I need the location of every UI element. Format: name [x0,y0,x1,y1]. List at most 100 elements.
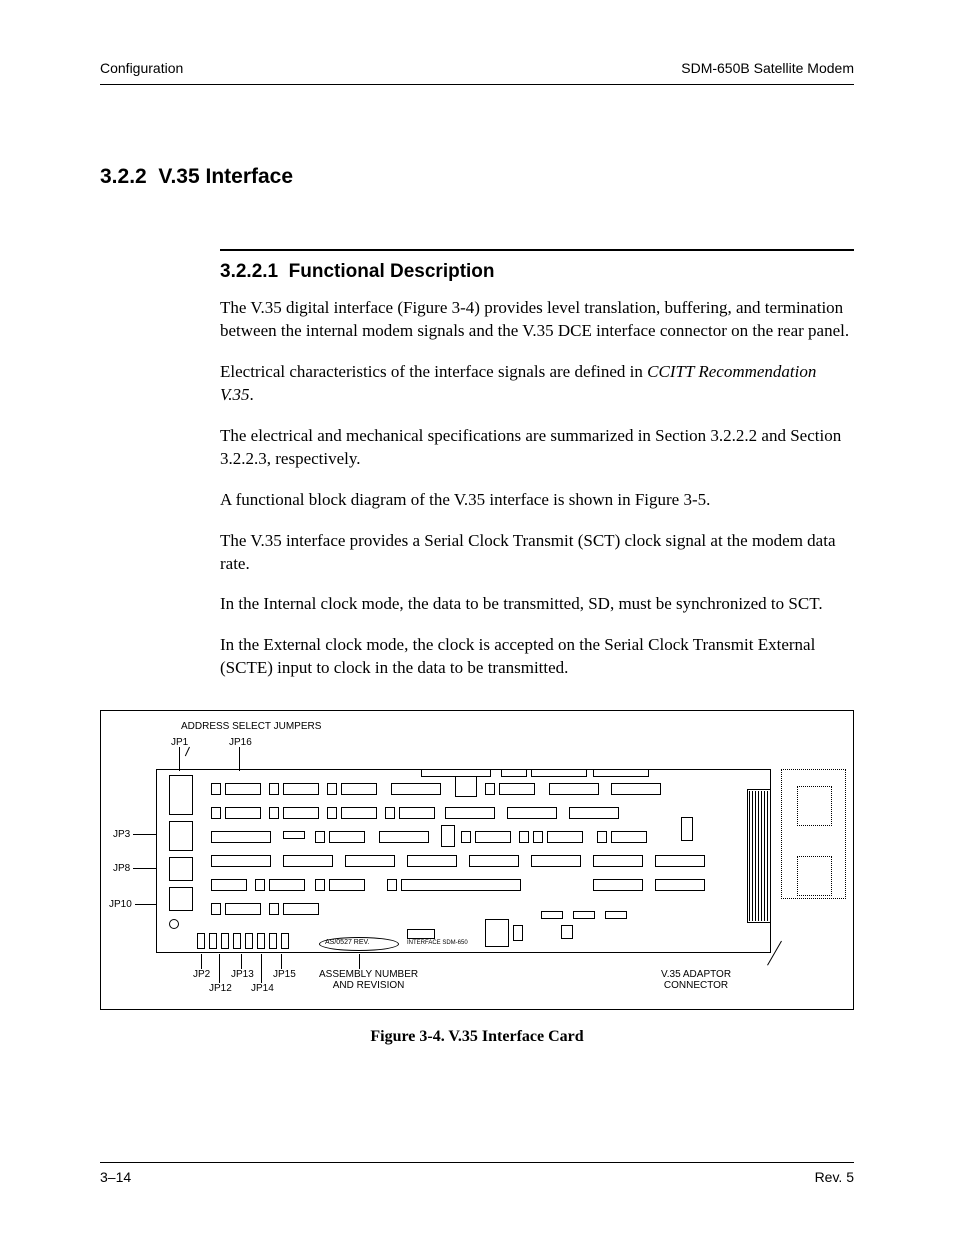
ic [407,929,435,939]
label-jp15: JP15 [273,969,296,980]
label-jp2: JP2 [193,969,210,980]
leader-jp2 [201,954,202,969]
ic [485,919,509,947]
ic [283,783,319,795]
footer-right: Rev. 5 [815,1169,854,1185]
p2-post: . [249,385,253,404]
ic [597,831,607,843]
subsection-title: Functional Description [289,261,495,282]
ic [611,831,647,843]
ic [593,879,643,891]
paragraph-6: In the Internal clock mode, the data to … [220,593,854,616]
ic [469,855,519,867]
ic [501,769,527,777]
ic [211,831,271,843]
ic [399,807,435,819]
page: Configuration SDM-650B Satellite Modem 3… [0,0,954,1235]
ic [209,933,217,949]
leader-assembly [359,954,360,969]
ic [611,783,661,795]
ic [385,807,395,819]
ic [593,769,649,777]
ic [681,817,693,841]
label-jp13: JP13 [231,969,254,980]
ic [421,769,491,777]
ic [655,879,705,891]
ic [533,831,543,843]
label-jp14: JP14 [251,983,274,994]
section-number: 3.2.2 [100,165,147,188]
leader-jp16 [239,747,240,771]
ic [519,831,529,843]
ic [211,855,271,867]
ic [541,911,563,919]
subsection-rule [220,249,854,251]
ic [225,807,261,819]
ic [655,855,705,867]
ic [387,879,397,891]
ic [211,903,221,915]
section-title: V.35 Interface [158,165,293,188]
ic [197,933,205,949]
leader-jp1-slant [185,747,190,756]
ic [605,911,627,919]
section-heading: 3.2.2 V.35 Interface [100,165,854,189]
ic [547,831,583,843]
adaptor-inner-top [797,786,832,826]
header-right: SDM-650B Satellite Modem [681,60,854,76]
footer: 3–14 Rev. 5 [100,1162,854,1185]
ic [283,831,305,839]
jumper-block-3 [169,857,193,881]
ic [455,775,477,797]
ic [315,879,325,891]
footer-row: 3–14 Rev. 5 [100,1169,854,1185]
label-intfc: INTERFACE SDM-650 [407,940,468,947]
ic [441,825,455,847]
jumper-block-4 [169,887,193,911]
footer-left: 3–14 [100,1169,131,1185]
ic [257,933,265,949]
leader-jp13 [241,954,242,969]
paragraph-2: Electrical characteristics of the interf… [220,361,854,407]
ic [407,855,457,867]
jumper-block-2 [169,821,193,851]
ic [531,769,587,777]
label-jp8: JP8 [113,863,130,874]
ic [485,783,495,795]
board-bracket [156,769,164,953]
ic [283,807,319,819]
ic [327,807,337,819]
ic [475,831,511,843]
body-indent: 3.2.2.1 Functional Description The V.35 … [220,249,854,680]
header-rule [100,84,854,85]
ic [269,783,279,795]
footer-rule [100,1162,854,1163]
label-assembly-1: ASSEMBLY NUMBER [319,969,418,980]
subsection-heading: 3.2.2.1 Functional Description [220,261,854,283]
label-address-select: ADDRESS SELECT JUMPERS [181,721,321,732]
ic [315,831,325,843]
subsection-number: 3.2.2.1 [220,261,278,282]
ic [233,933,241,949]
ic [269,807,279,819]
paragraph-1: The V.35 digital interface (Figure 3-4) … [220,297,854,343]
ic [513,925,523,941]
ic [269,879,305,891]
ic [245,933,253,949]
label-assembly: ASSEMBLY NUMBER AND REVISION [319,969,418,991]
ic [255,879,265,891]
ic [329,831,365,843]
paragraph-4: A functional block diagram of the V.35 i… [220,489,854,512]
ic [283,903,319,915]
leader-jp14 [261,954,262,983]
ic [499,783,535,795]
label-rev: AS/0527 REV. [325,939,370,947]
ic [211,807,221,819]
edge-connector-frame [747,789,771,923]
figure-3-4: ADDRESS SELECT JUMPERS JP1 JP16 JP3 JP8 … [100,710,854,1010]
ic [391,783,441,795]
paragraph-7: In the External clock mode, the clock is… [220,634,854,680]
ic [593,855,643,867]
jumper-block-1 [169,775,193,815]
running-header: Configuration SDM-650B Satellite Modem [100,60,854,76]
